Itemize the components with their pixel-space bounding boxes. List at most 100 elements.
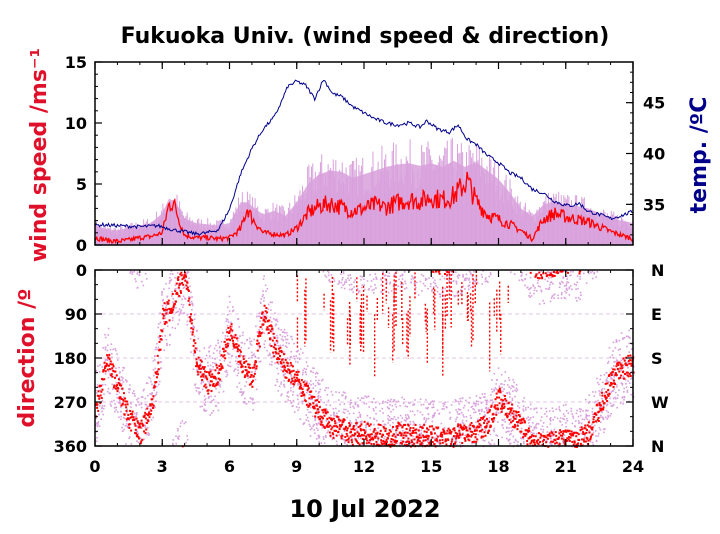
raw-direction-point	[627, 362, 629, 365]
raw-direction-point	[267, 354, 270, 357]
raw-direction-point	[204, 398, 207, 400]
raw-direction-point	[445, 270, 447, 272]
mean-direction-point	[508, 412, 511, 415]
raw-direction-point	[493, 414, 495, 416]
raw-direction-point	[545, 439, 548, 442]
raw-direction-point	[387, 414, 389, 417]
raw-direction-point	[455, 271, 457, 274]
raw-direction-point	[120, 410, 122, 413]
raw-direction-point	[210, 368, 212, 371]
raw-direction-point	[508, 386, 510, 388]
mean-direction-point	[108, 357, 111, 360]
mean-direction-point	[168, 319, 171, 322]
mean-direction-point	[207, 392, 210, 395]
raw-direction-point	[507, 439, 510, 441]
raw-direction-point	[118, 402, 121, 404]
raw-direction-point	[107, 387, 110, 390]
raw-direction-point	[274, 324, 277, 327]
raw-direction-point	[406, 414, 409, 416]
mean-direction-point	[251, 366, 254, 369]
raw-direction-point	[299, 393, 301, 395]
mean-direction-point	[539, 436, 542, 439]
raw-direction-point	[313, 423, 315, 426]
raw-direction-point	[456, 444, 458, 446]
mean-direction-point	[291, 365, 294, 368]
raw-direction-point	[154, 400, 157, 403]
mean-direction-point	[499, 407, 502, 410]
mean-direction-point	[558, 442, 561, 445]
mean-direction-point	[295, 371, 298, 374]
raw-direction-point	[397, 400, 399, 403]
raw-direction-point	[389, 404, 391, 406]
mean-direction-point	[517, 421, 520, 424]
raw-direction-point	[302, 423, 305, 425]
mean-direction-point	[174, 300, 177, 303]
raw-direction-point	[388, 416, 391, 418]
mean-direction-point	[403, 431, 406, 434]
raw-direction-point	[277, 363, 280, 365]
raw-direction-point	[363, 284, 366, 286]
raw-direction-point	[280, 338, 283, 340]
raw-direction-point	[524, 278, 526, 281]
raw-direction-point	[144, 426, 147, 428]
raw-direction-point	[348, 440, 351, 442]
mean-direction-point	[267, 328, 270, 331]
raw-direction-point	[624, 379, 627, 381]
raw-direction-point	[271, 301, 273, 304]
mean-direction-point	[124, 397, 127, 400]
raw-direction-point	[355, 427, 358, 430]
raw-direction-point	[177, 296, 180, 298]
raw-direction-point	[131, 392, 134, 394]
mean-direction-point	[335, 434, 338, 437]
raw-direction-point	[194, 383, 197, 385]
mean-direction-point	[317, 411, 320, 414]
raw-direction-point	[213, 347, 216, 350]
raw-direction-point	[402, 283, 404, 286]
mean-direction-point	[220, 367, 223, 370]
raw-direction-point	[536, 289, 538, 292]
raw-direction-point	[424, 421, 427, 423]
raw-direction-point	[349, 399, 352, 402]
mean-direction-point	[437, 426, 440, 429]
raw-direction-point	[297, 403, 300, 405]
mean-direction-point	[534, 435, 537, 438]
mean-direction-point	[552, 433, 555, 436]
mean-direction-point	[313, 395, 316, 398]
temperature-tick-label: 45	[643, 94, 665, 113]
mean-direction-point	[500, 410, 503, 413]
mean-direction-point	[138, 425, 141, 428]
raw-direction-point	[463, 416, 465, 418]
raw-direction-point	[535, 432, 538, 435]
mean-direction-point	[483, 422, 486, 425]
raw-direction-point	[517, 405, 519, 407]
mean-direction-point	[541, 277, 544, 280]
mean-direction-point	[475, 429, 478, 432]
raw-direction-point	[225, 375, 228, 378]
raw-direction-point	[477, 400, 480, 403]
mean-direction-point	[130, 416, 133, 419]
mean-direction-point	[482, 417, 485, 420]
raw-direction-point	[575, 284, 578, 286]
mean-direction-point	[612, 385, 615, 388]
temperature-axis-label: temp. /ºC	[687, 97, 712, 214]
mean-direction-point	[268, 324, 271, 327]
raw-direction-point	[567, 412, 570, 414]
raw-direction-point	[281, 363, 283, 366]
raw-direction-point	[269, 363, 271, 366]
raw-direction-point	[375, 442, 378, 445]
mean-direction-point	[286, 362, 289, 365]
raw-direction-point	[549, 419, 552, 422]
raw-direction-point	[443, 403, 446, 406]
mean-direction-point	[598, 402, 601, 405]
mean-direction-point	[107, 364, 110, 367]
mean-direction-point	[125, 409, 128, 412]
raw-direction-point	[252, 398, 254, 401]
mean-direction-point	[547, 445, 550, 448]
mean-direction-point	[458, 429, 461, 432]
raw-direction-point	[565, 425, 567, 428]
raw-direction-point	[312, 425, 314, 428]
raw-direction-point	[481, 408, 483, 411]
raw-direction-point	[269, 343, 271, 345]
raw-direction-point	[148, 410, 151, 412]
mean-direction-point	[204, 375, 207, 378]
